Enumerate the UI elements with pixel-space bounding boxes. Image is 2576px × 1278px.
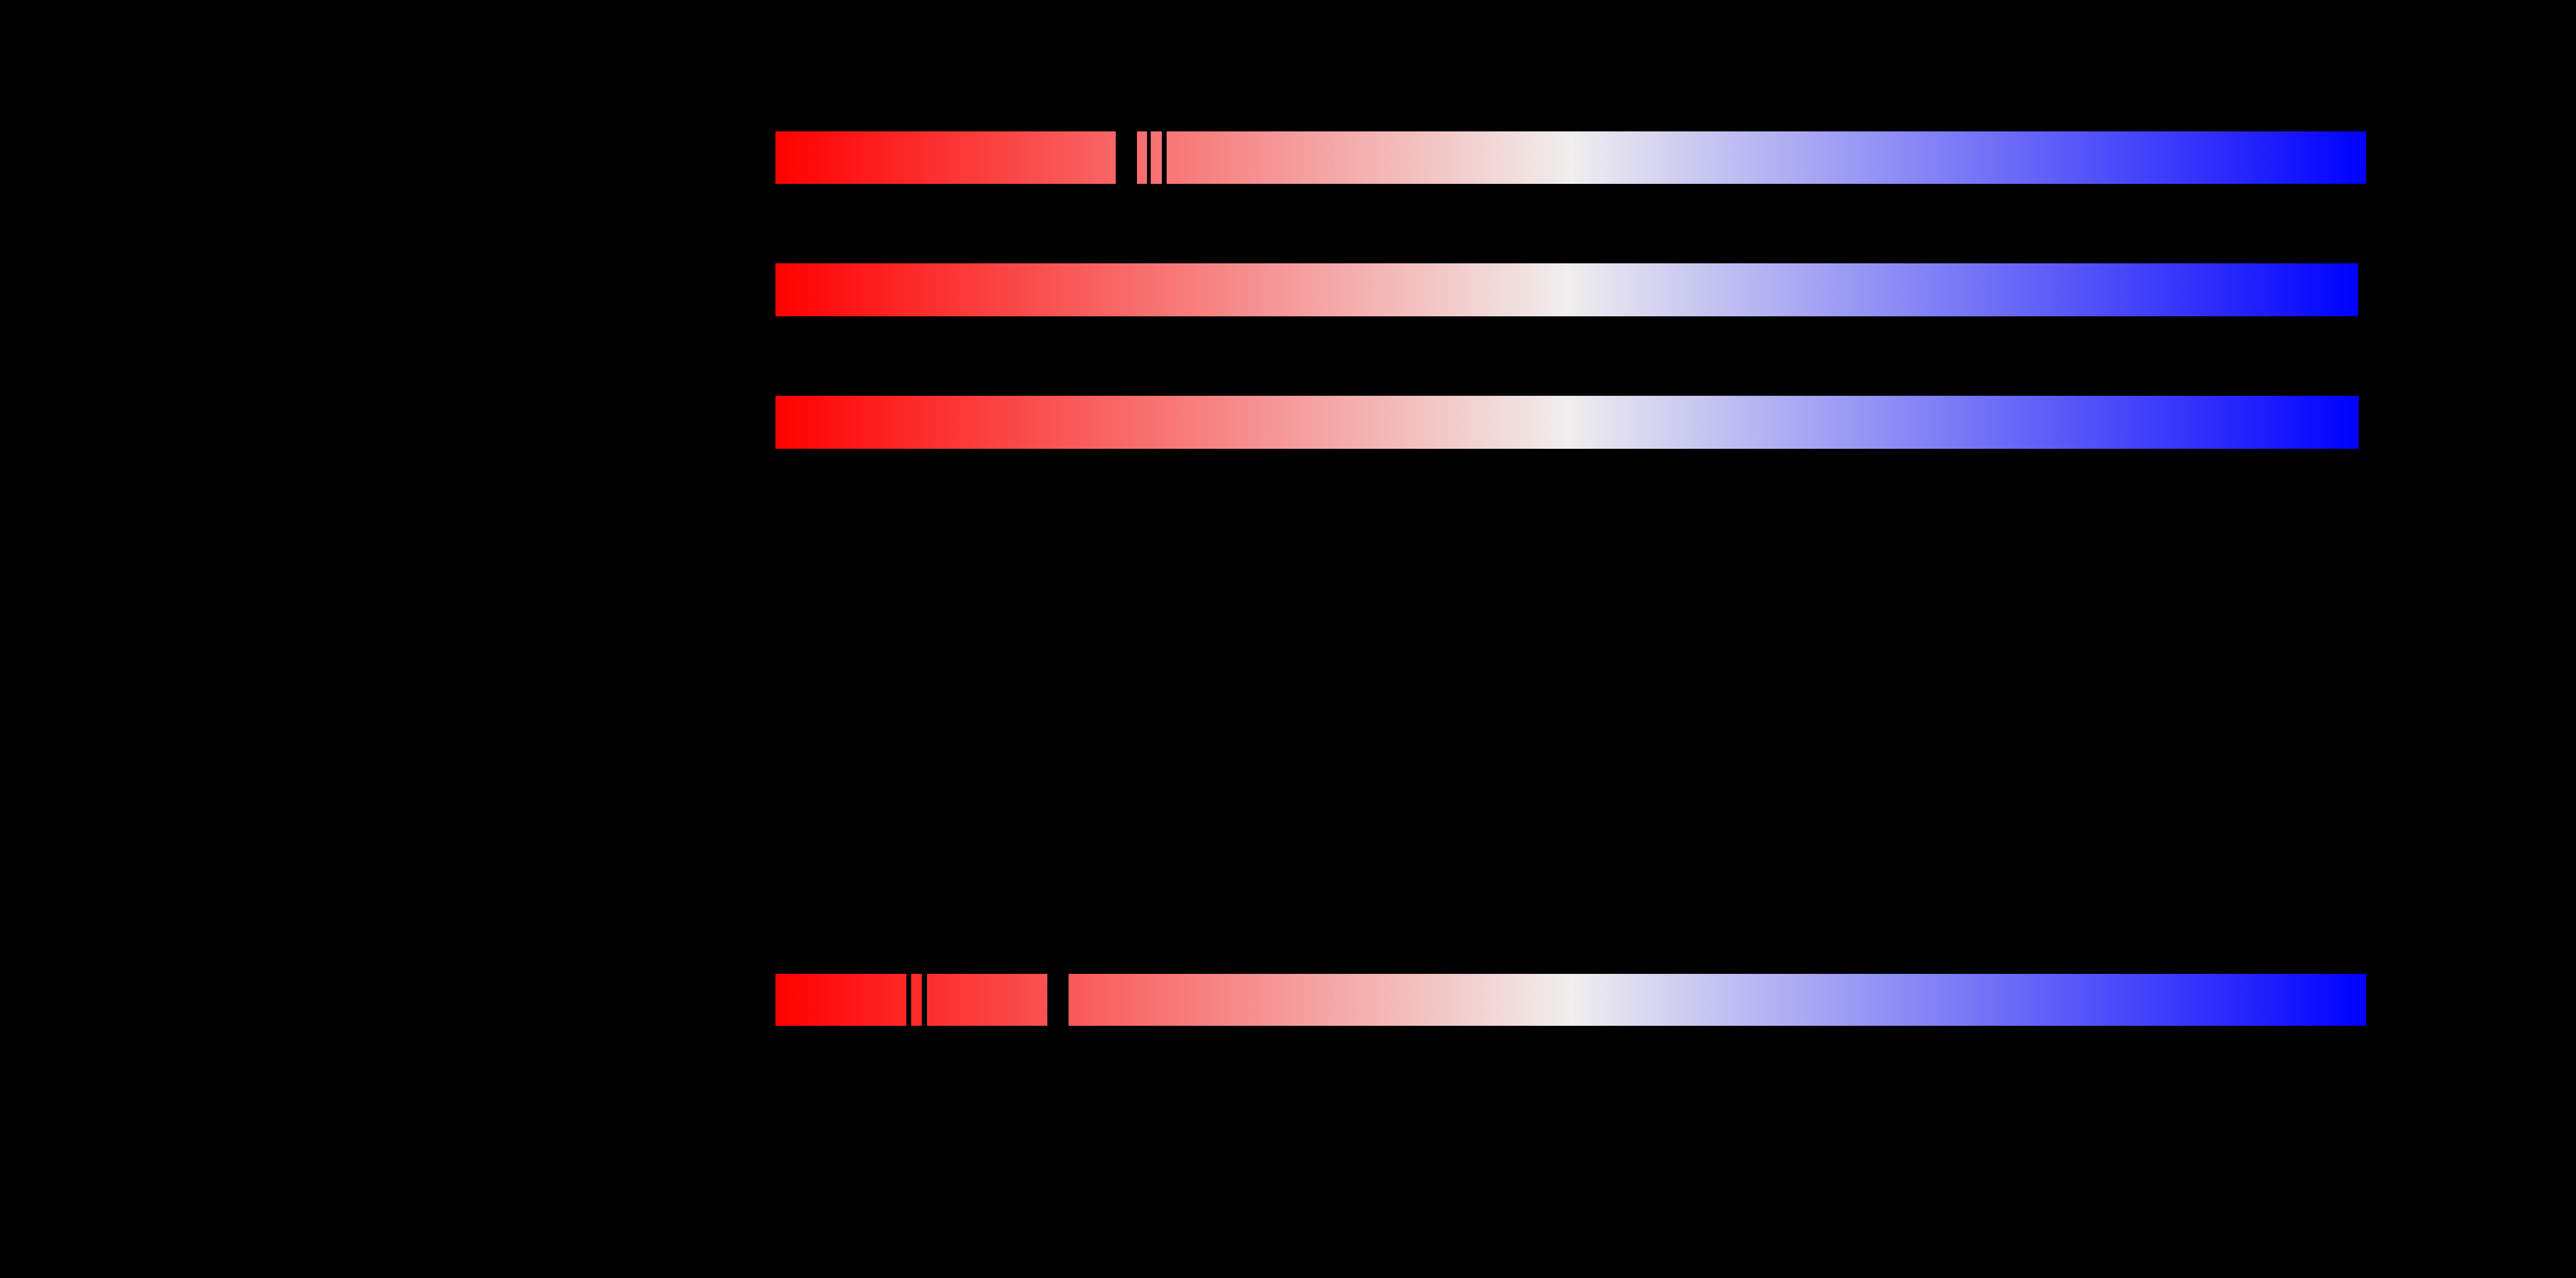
gradient-segment (775, 263, 2358, 316)
gradient-segment (775, 396, 2359, 449)
gradient-segment (1069, 974, 2366, 1026)
gradient-segment (911, 974, 922, 1026)
gradient-segment (775, 131, 1116, 184)
gradient-segment (1151, 131, 1162, 184)
gradient-segment (927, 974, 1047, 1026)
gradient-segment (1167, 131, 2366, 184)
gradient-segment (1137, 131, 1147, 184)
gradient-segment (775, 974, 906, 1026)
